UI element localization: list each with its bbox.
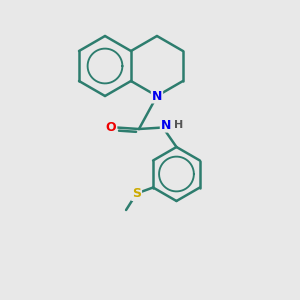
Text: N: N [161,118,171,132]
Text: H: H [174,119,183,130]
Text: S: S [132,187,141,200]
Text: N: N [152,89,162,103]
Text: O: O [106,121,116,134]
